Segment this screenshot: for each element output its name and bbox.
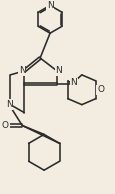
Text: N: N	[55, 66, 62, 75]
Text: O: O	[96, 85, 103, 94]
Text: O: O	[2, 121, 9, 130]
Text: N: N	[46, 1, 53, 10]
Text: N: N	[6, 100, 13, 109]
Text: N: N	[70, 78, 77, 87]
Text: N: N	[19, 66, 25, 75]
